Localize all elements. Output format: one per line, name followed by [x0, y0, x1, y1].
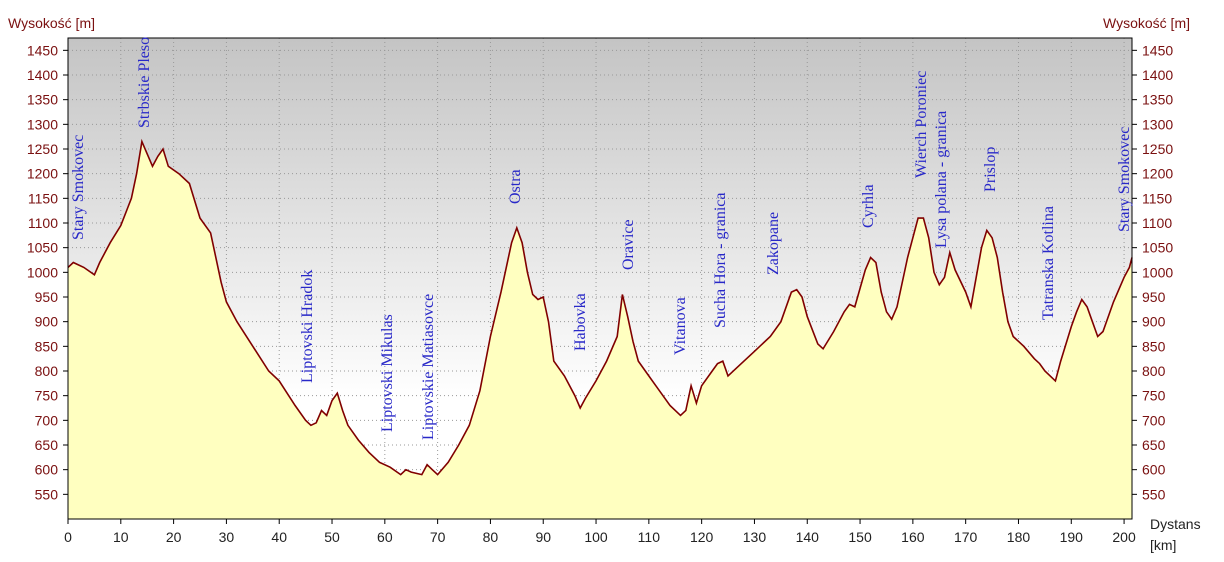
- y2-tick-label: 1000: [1142, 264, 1173, 280]
- place-label: Cyrhla: [860, 184, 877, 228]
- place-label: Stary Smokovec: [70, 135, 87, 240]
- x-tick-label: 160: [901, 529, 925, 545]
- x-tick-label: 30: [219, 529, 235, 545]
- y-tick-label: 850: [35, 338, 59, 354]
- place-label: Liptovski Hradok: [299, 270, 316, 383]
- place-label: Sucha Hora - granica: [712, 193, 729, 329]
- x-tick-label: 200: [1112, 529, 1136, 545]
- place-label: Wierch Poroniec: [913, 71, 930, 178]
- x-axis-label-box: Dystans [km]: [1150, 516, 1201, 553]
- place-label: Tatranska Kotlina: [1040, 206, 1057, 320]
- y-tick-label: 1200: [27, 166, 58, 182]
- place-label: Ostra: [507, 169, 524, 204]
- y2-axis-label: Wysokość [m]: [1103, 15, 1190, 31]
- y-tick-label: 1350: [27, 92, 58, 108]
- x-tick-label: 50: [324, 529, 340, 545]
- y2-tick-label: 900: [1142, 314, 1166, 330]
- y-tick-label: 1300: [27, 116, 58, 132]
- place-label: Liptovskie Matiasovce: [420, 294, 437, 440]
- place-label: Stary Smokovec: [1116, 127, 1133, 232]
- x-tick-label: 120: [690, 529, 714, 545]
- x-tick-label: 190: [1060, 529, 1084, 545]
- y-tick-label: 750: [35, 388, 59, 404]
- x-tick-label: 170: [954, 529, 978, 545]
- y2-tick-label: 700: [1142, 412, 1166, 428]
- y2-tick-label: 1250: [1142, 141, 1173, 157]
- y2-tick-label: 750: [1142, 388, 1166, 404]
- y-tick-label: 1400: [27, 67, 58, 83]
- y-tick-label: 1150: [28, 190, 58, 206]
- place-label: Vitanova: [672, 297, 689, 355]
- place-label: Strbskie Pleso: [136, 37, 153, 128]
- y2-tick-label: 1150: [1142, 190, 1172, 206]
- y-tick-label: 700: [35, 412, 59, 428]
- place-label: Zakopane: [765, 212, 782, 275]
- x-tick-label: 80: [483, 529, 499, 545]
- y-tick-label: 550: [35, 486, 59, 502]
- x-tick-label: 0: [64, 529, 72, 545]
- place-label: Habovka: [572, 293, 589, 351]
- y-tick-label: 1100: [28, 215, 58, 231]
- x-tick-label: 10: [113, 529, 129, 545]
- x-tick-label: 150: [848, 529, 872, 545]
- y-tick-label: 1050: [27, 240, 58, 256]
- x-tick-label: 180: [1007, 529, 1031, 545]
- x-tick-label: 130: [743, 529, 767, 545]
- place-label: Liptovski Mikulas: [379, 314, 396, 432]
- y2-tick-label: 1400: [1142, 67, 1173, 83]
- y-tick-label: 600: [35, 462, 59, 478]
- y-tick-label: 900: [35, 314, 59, 330]
- x-tick-label: 140: [796, 529, 820, 545]
- y-tick-label: 1000: [27, 264, 58, 280]
- y2-tick-label: 1200: [1142, 166, 1173, 182]
- place-label: Lysa polana - granica: [933, 111, 950, 248]
- y-tick-label: 650: [35, 437, 59, 453]
- x-tick-label: 40: [271, 529, 287, 545]
- y-tick-label: 800: [35, 363, 59, 379]
- y2-tick-label: 1100: [1142, 215, 1172, 231]
- y-axis-label: Wysokość [m]: [8, 15, 95, 31]
- y2-tick-label: 600: [1142, 462, 1166, 478]
- x-tick-label: 70: [430, 529, 446, 545]
- y2-tick-label: 1050: [1142, 240, 1173, 256]
- place-label: Prislop: [982, 147, 999, 192]
- y-tick-label: 950: [35, 289, 59, 305]
- x-axis-label: Dystans [km]: [1150, 516, 1201, 553]
- line: [67, 138, 1133, 476]
- y2-tick-label: 1450: [1142, 42, 1173, 58]
- x-tick-label: 110: [638, 529, 661, 545]
- y2-tick-label: 850: [1142, 338, 1166, 354]
- area: [68, 141, 1132, 519]
- y2-tick-label: 1300: [1142, 116, 1173, 132]
- y-tick-label: 1250: [27, 141, 58, 157]
- y2-tick-label: 950: [1142, 289, 1166, 305]
- y2-tick-label: 1350: [1142, 92, 1173, 108]
- x-tick-label: 60: [377, 529, 393, 545]
- y-tick-label: 1450: [27, 42, 58, 58]
- x-tick-label: 20: [166, 529, 182, 545]
- x-tick-label: 100: [584, 529, 608, 545]
- y2-tick-label: 650: [1142, 437, 1166, 453]
- y2-tick-label: 800: [1142, 363, 1166, 379]
- place-label: Oravice: [620, 219, 637, 270]
- y2-tick-label: 550: [1142, 486, 1166, 502]
- x-tick-label: 90: [535, 529, 551, 545]
- plot-frame: [67, 37, 1133, 520]
